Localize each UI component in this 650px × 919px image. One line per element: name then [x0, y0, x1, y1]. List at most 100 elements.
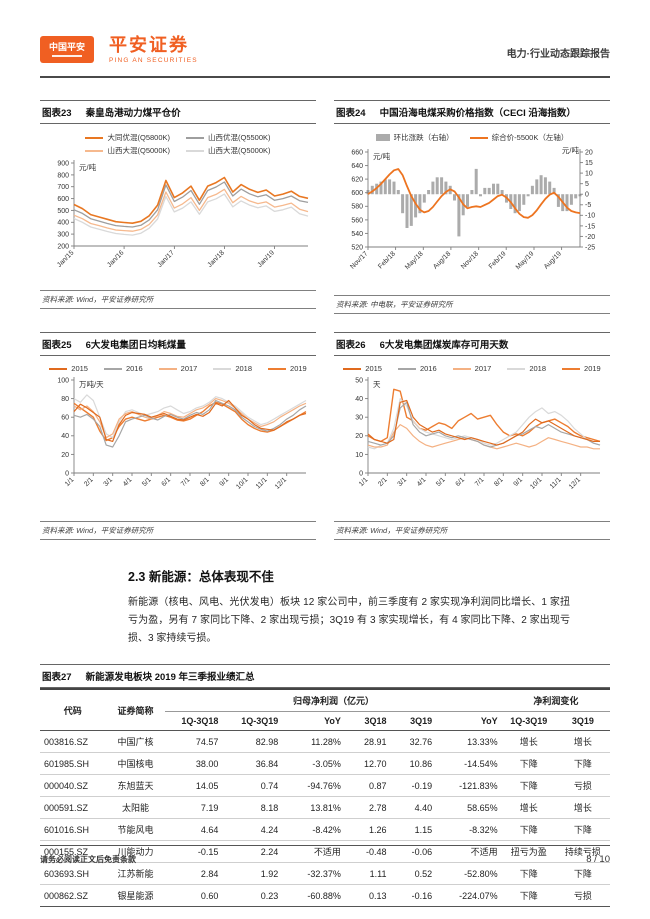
svg-text:1/1: 1/1 — [358, 476, 370, 488]
figure-27: 图表27 新能源发电板块 2019 年三季报业绩汇总 代码 证券简称 归母净利润… — [40, 664, 610, 907]
legend-label: 综合价-5500K（左轴） — [491, 133, 569, 142]
figure-title-text: 中国沿海电煤采购价格指数（CECI 沿海指数） — [379, 108, 576, 119]
svg-text:2/1: 2/1 — [377, 476, 389, 488]
section-2-3: 2.3 新能源：总体表现不佳 新能源（核电、风电、光伏发电）板块 12 家公司中… — [40, 566, 610, 648]
svg-text:100: 100 — [57, 377, 69, 384]
figure-27-title: 图表27 新能源发电板块 2019 年三季报业绩汇总 — [40, 664, 610, 688]
legend-label: 环比涨跌（右轴） — [393, 133, 454, 142]
svg-text:0: 0 — [359, 470, 363, 477]
legend-swatch-icon — [268, 367, 287, 370]
figure-25-chart: 0 20 40 60 80 100 1/1 2/1 3/1 4/1 5/1 6/1 7/1 8/1 9/1 1… — [40, 373, 316, 519]
table-body: 003816.SZ 中国广核 74.57 82.98 11.28% 28.91 32.76 1… — [40, 730, 610, 907]
svg-text:-5: -5 — [585, 202, 591, 209]
figure-label: 图表25 — [42, 340, 72, 351]
figure-24-source: 资料来源: 中电联，平安证券研究所 — [334, 295, 610, 314]
logo-divider — [52, 54, 82, 57]
legend-swatch-icon — [103, 367, 122, 370]
legend-label: 2016 — [125, 364, 143, 373]
table-cell: 58.65% — [436, 796, 502, 819]
svg-text:5/1: 5/1 — [141, 476, 153, 488]
table-cell: 江苏新能 — [105, 862, 166, 885]
svg-text:4/1: 4/1 — [122, 476, 134, 488]
col-3q18: 3Q18 — [344, 711, 391, 731]
figure-26-title: 图表26 6大发电集团煤炭库存可用天数 — [334, 332, 610, 356]
table-cell: -94.76% — [282, 774, 345, 797]
table-cell: 601985.SH — [40, 752, 106, 775]
figure-title-text: 6大发电集团煤炭库存可用天数 — [379, 340, 509, 351]
figure-24-title: 图表24 中国沿海电煤采购价格指数（CECI 沿海指数） — [334, 100, 610, 124]
legend-item: 2016 — [103, 364, 143, 373]
table-cell: 1.26 — [344, 818, 391, 841]
svg-text:May/19: May/19 — [515, 250, 536, 271]
table-cell: -0.16 — [390, 884, 437, 907]
svg-text:6/1: 6/1 — [454, 476, 466, 488]
section-paragraph: 新能源（核电、风电、光伏发电）板块 12 家公司中，前三季度有 2 家实现净利润… — [128, 597, 570, 644]
table-cell: -52.80% — [436, 862, 502, 885]
table-cell: -121.83% — [436, 774, 502, 797]
table-cell: -14.54% — [436, 752, 502, 775]
table-row: 000040.SZ 东旭蓝天 14.05 0.74 -94.76% 0.87 -0.19 -1… — [40, 774, 610, 797]
svg-text:Feb/19: Feb/19 — [488, 250, 508, 270]
pingan-logo-icon: 中国平安 — [40, 36, 94, 63]
figure-label: 图表24 — [336, 108, 366, 119]
legend-item: 山西大混(Q5000K) — [186, 145, 271, 156]
figure-24-legend: 环比涨跌（右轴） 综合价-5500K（左轴） — [334, 132, 610, 143]
svg-text:3/1: 3/1 — [102, 476, 114, 488]
legend-swatch-icon — [186, 149, 204, 152]
svg-text:80: 80 — [61, 396, 69, 403]
figure-title-text: 新能源发电板块 2019 年三季报业绩汇总 — [85, 672, 255, 683]
brand-name: 平安证券 — [109, 35, 189, 55]
figure-25-title: 图表25 6大发电集团日均耗煤量 — [40, 332, 316, 356]
svg-text:600: 600 — [351, 190, 363, 197]
table-row: 601985.SH 中国核电 38.00 36.84 -3.05% 12.70 10.86-… — [40, 752, 610, 775]
table-cell: 下降 — [555, 818, 610, 841]
svg-text:0: 0 — [65, 470, 69, 477]
legend-item: 2019 — [562, 364, 601, 373]
svg-text:600: 600 — [57, 196, 69, 203]
svg-text:-10: -10 — [585, 213, 595, 220]
table-cell: 0.23 — [222, 884, 283, 907]
legend-item: 山西优混(Q5500K) — [186, 132, 271, 143]
svg-text:1/1: 1/1 — [64, 476, 76, 488]
table-cell: 10.86 — [390, 752, 437, 775]
legend-label: 山西优混(Q5500K) — [208, 133, 271, 142]
svg-text:-20: -20 — [585, 234, 595, 241]
legend-label: 山西大混(Q5000K) — [208, 146, 271, 155]
table-cell: 0.52 — [390, 862, 437, 885]
table-cell: 节能风电 — [105, 818, 166, 841]
table-cell: -0.48 — [344, 840, 391, 863]
svg-text:天: 天 — [373, 380, 381, 389]
table-cell: 4.40 — [390, 796, 437, 819]
table-cell: 2.24 — [222, 840, 283, 863]
page-number: 8 / 10 — [586, 854, 610, 865]
table-cell: -8.32% — [436, 818, 502, 841]
svg-text:11/1: 11/1 — [549, 476, 563, 490]
table-row: 000155.SZ 川能动力 -0.15 2.24 不适用 -0.48 -0.06 不适用 扭亏… — [40, 840, 610, 863]
table-cell: 增长 — [555, 730, 610, 753]
table-cell: 下降 — [501, 774, 556, 797]
table-cell: 持续亏损 — [555, 840, 610, 863]
svg-text:Nov/17: Nov/17 — [349, 250, 369, 270]
svg-text:580: 580 — [351, 204, 363, 211]
figure-25: 图表25 6大发电集团日均耗煤量 2015 2016 2017 2018 2019 0 2… — [40, 332, 316, 540]
table-cell: 亏损 — [555, 884, 610, 907]
table-cell: 28.91 — [344, 730, 391, 753]
table-cell: 82.98 — [222, 730, 283, 753]
svg-text:0: 0 — [585, 192, 589, 199]
table-cell: 下降 — [501, 862, 556, 885]
table-cell: 14.05 — [165, 774, 223, 797]
figure-26-source: 资料来源: Wind，平安证券研究所 — [334, 521, 610, 540]
svg-text:20: 20 — [355, 433, 363, 440]
svg-text:10: 10 — [585, 171, 593, 178]
figure-25-source: 资料来源: Wind，平安证券研究所 — [40, 521, 316, 540]
table-cell: 下降 — [555, 862, 610, 885]
table-cell: 中国核电 — [105, 752, 166, 775]
table-cell: 13.33% — [436, 730, 502, 753]
legend-item: 2017 — [452, 364, 491, 373]
figure-label: 图表26 — [336, 340, 366, 351]
legend-swatch-icon — [507, 367, 526, 370]
legend-label: 2019 — [584, 364, 601, 373]
legend-label: 2015 — [365, 364, 382, 373]
table-cell: 下降 — [501, 884, 556, 907]
